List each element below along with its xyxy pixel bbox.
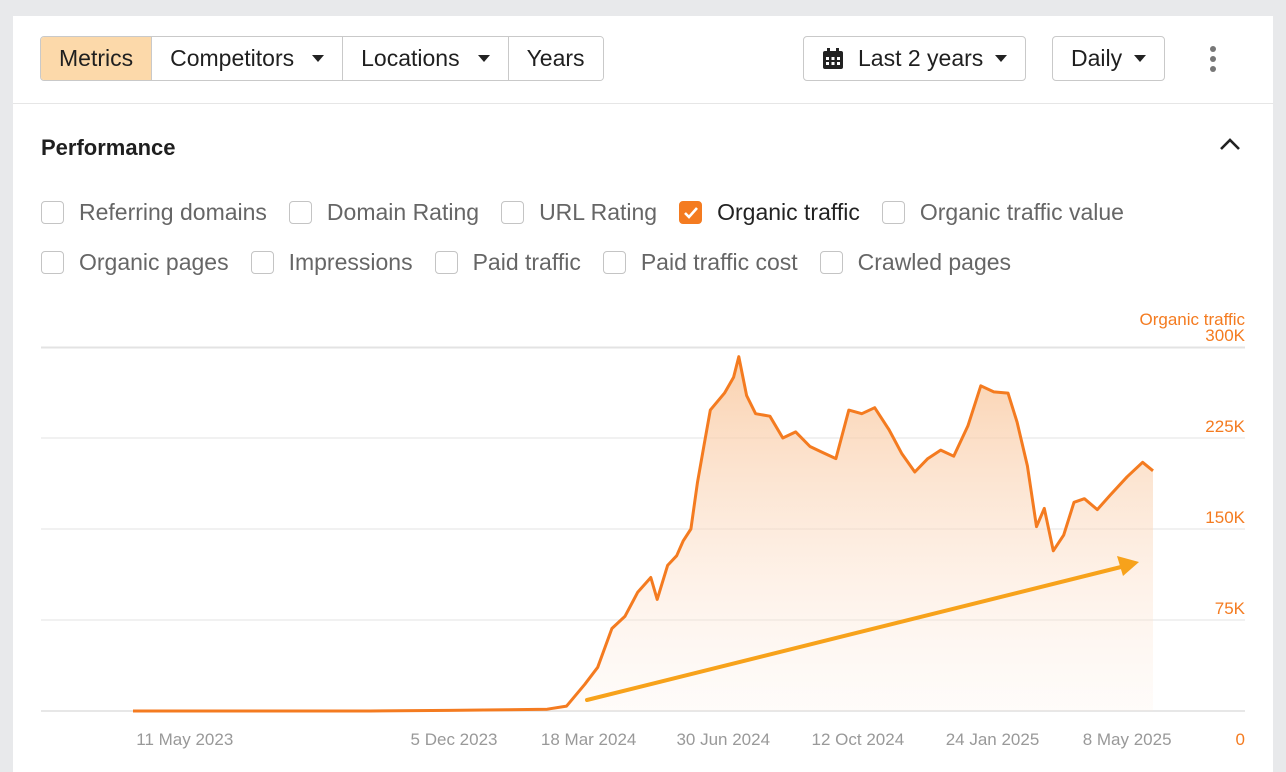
x-tick-label: 24 Jan 2025 (946, 730, 1040, 749)
date-range-label: Last 2 years (858, 45, 984, 71)
checkbox-label: Referring domains (79, 199, 267, 225)
checkbox-unchecked-icon[interactable] (41, 201, 64, 224)
chevron-up-icon[interactable] (1218, 136, 1242, 152)
y-tick-label: 300K (1205, 326, 1245, 345)
y-axis-title: Organic traffic (1139, 310, 1245, 329)
toolbar: Metrics Competitors Locations Years Last… (13, 16, 1273, 104)
calendar-icon (823, 47, 843, 69)
view-tabs: Metrics Competitors Locations Years (40, 36, 604, 81)
x-tick-label: 5 Dec 2023 (411, 730, 498, 749)
checkbox-domain-rating[interactable]: Domain Rating (288, 199, 480, 226)
checkbox-referring-domains[interactable]: Referring domains (41, 199, 267, 226)
checkbox-organic-pages[interactable]: Organic pages (41, 249, 229, 276)
trend-arrowhead (1117, 556, 1139, 576)
checkbox-crawled-pages[interactable]: Crawled pages (819, 249, 1012, 276)
organic-traffic-chart: 300K 225K 150K 75K 0 Organic traffic 11 May 20… (41, 310, 1246, 749)
more-options-icon[interactable] (1203, 44, 1223, 74)
checkbox-unchecked-icon[interactable] (881, 201, 905, 224)
tab-years[interactable]: Years (508, 37, 603, 80)
chevron-down-icon (1134, 55, 1147, 62)
x-tick-label: 12 Oct 2024 (812, 730, 905, 749)
tab-metrics[interactable]: Metrics (41, 37, 153, 80)
checkbox-organic-traffic[interactable]: Organic traffic (679, 199, 860, 226)
x-tick-label: 11 May 2023 (136, 730, 233, 749)
checkbox-label: Crawled pages (857, 249, 1012, 275)
metric-checkboxes-row-1: Referring domains Domain Rating URL Rating… (41, 199, 1146, 226)
checkbox-paid-traffic[interactable]: Paid traffic (434, 249, 581, 276)
date-range-dropdown[interactable]: Last 2 years (803, 36, 1027, 81)
checkbox-label: Impressions (288, 249, 413, 275)
y-tick-label: 150K (1205, 508, 1245, 527)
chevron-down-icon (312, 55, 325, 62)
checkbox-label: Organic traffic (717, 199, 860, 225)
chevron-down-icon (995, 55, 1008, 62)
checkbox-label: Organic traffic value (919, 199, 1124, 225)
checkbox-label: Paid traffic cost (640, 249, 798, 275)
checkbox-unchecked-icon[interactable] (819, 251, 843, 274)
chevron-down-icon (477, 55, 490, 62)
tab-competitors[interactable]: Competitors (152, 37, 344, 80)
checkbox-unchecked-icon[interactable] (501, 201, 525, 224)
y-tick-label: 225K (1205, 417, 1245, 436)
tab-years-label: Years (526, 45, 585, 71)
tab-metrics-label: Metrics (59, 45, 134, 71)
x-tick-label: 8 May 2025 (1083, 730, 1172, 749)
section-title: Performance (41, 135, 176, 160)
checkbox-organic-traffic-value[interactable]: Organic traffic value (881, 199, 1124, 226)
y-tick-label: 0 (1236, 730, 1245, 749)
granularity-dropdown[interactable]: Daily (1052, 36, 1166, 81)
checkbox-checked-icon[interactable] (679, 201, 703, 224)
checkbox-url-rating[interactable]: URL Rating (501, 199, 657, 226)
tab-locations-label: Locations (361, 45, 460, 71)
granularity-label: Daily (1071, 45, 1123, 71)
x-tick-label: 30 Jun 2024 (676, 730, 770, 749)
checkbox-unchecked-icon[interactable] (41, 251, 64, 274)
checkbox-label: Organic pages (79, 249, 229, 275)
checkbox-unchecked-icon[interactable] (602, 251, 626, 274)
checkbox-label: Paid traffic (472, 249, 581, 275)
checkbox-label: URL Rating (539, 199, 658, 225)
checkbox-impressions[interactable]: Impressions (250, 249, 413, 276)
tab-locations[interactable]: Locations (343, 37, 509, 80)
metric-checkboxes-row-2: Organic pages Impressions Paid traffic Paid… (41, 249, 1033, 276)
series-area (133, 356, 1153, 711)
x-tick-label: 18 Mar 2024 (541, 730, 636, 749)
y-tick-label: 75K (1215, 599, 1246, 618)
checkbox-label: Domain Rating (326, 199, 480, 225)
performance-panel: Metrics Competitors Locations Years Last… (13, 16, 1273, 772)
checkbox-unchecked-icon[interactable] (250, 251, 274, 274)
tab-competitors-label: Competitors (170, 45, 295, 71)
checkbox-unchecked-icon[interactable] (288, 201, 312, 224)
checkbox-unchecked-icon[interactable] (434, 251, 458, 274)
checkbox-paid-traffic-cost[interactable]: Paid traffic cost (602, 249, 798, 276)
trend-arrow (585, 564, 1127, 702)
